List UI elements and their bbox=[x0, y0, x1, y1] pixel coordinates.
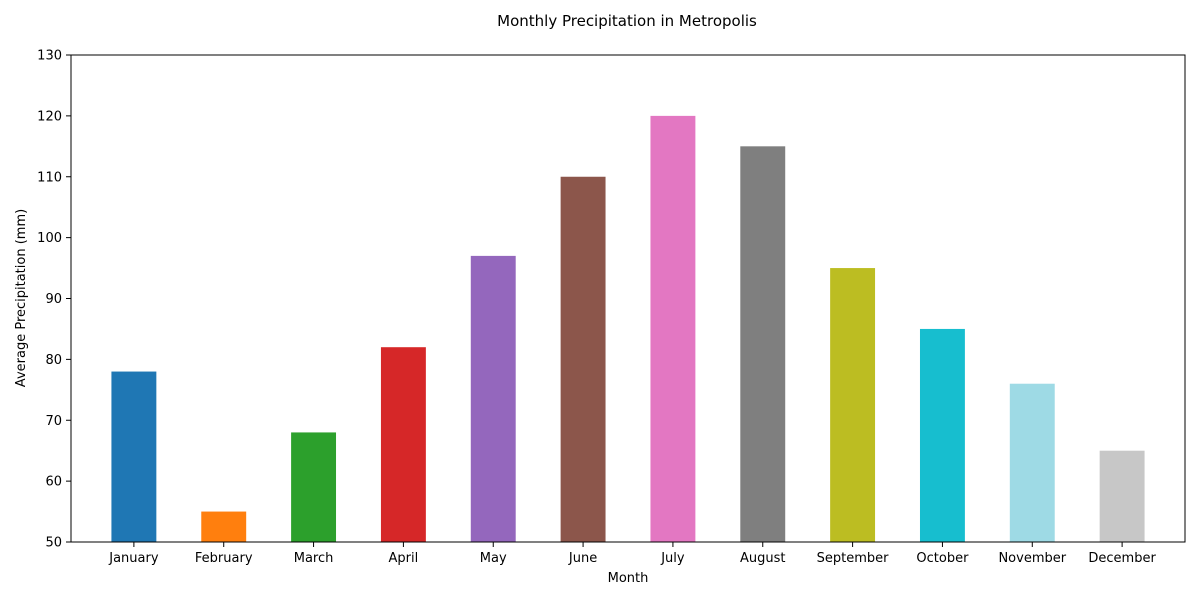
bar-september bbox=[830, 268, 876, 542]
y-tick-label: 90 bbox=[45, 292, 62, 307]
x-axis-title: Month bbox=[608, 571, 649, 586]
bars bbox=[111, 115, 1145, 542]
x-tick-label: August bbox=[740, 551, 786, 566]
y-tick-label: 80 bbox=[45, 353, 62, 368]
x-tick-label: March bbox=[294, 551, 334, 566]
x-tick-label: July bbox=[660, 551, 685, 566]
y-tick-label: 120 bbox=[37, 109, 62, 124]
x-tick-label: June bbox=[568, 551, 597, 566]
x-tick-label: January bbox=[108, 551, 159, 566]
bar-february bbox=[201, 511, 247, 542]
y-axis-title: Average Precipitation (mm) bbox=[14, 209, 29, 387]
x-tick-label: November bbox=[998, 551, 1066, 566]
bar-january bbox=[111, 371, 157, 542]
chart-title: Monthly Precipitation in Metropolis bbox=[497, 12, 757, 30]
x-tick-label: December bbox=[1088, 551, 1156, 566]
y-tick-label: 110 bbox=[37, 170, 62, 185]
bar-july bbox=[650, 115, 696, 542]
bar-november bbox=[1009, 383, 1055, 542]
y-tick-label: 130 bbox=[37, 49, 62, 64]
x-tick-label: February bbox=[195, 551, 253, 566]
x-axis: January February March April May June July Augu… bbox=[108, 542, 1156, 566]
bar-march bbox=[291, 432, 337, 542]
x-tick-label: April bbox=[389, 551, 419, 566]
x-tick-label: May bbox=[480, 551, 507, 566]
plot-frame bbox=[70, 54, 1186, 543]
bar-april bbox=[380, 347, 426, 542]
bar-may bbox=[470, 255, 516, 542]
bar-june bbox=[560, 176, 606, 542]
y-tick-label: 60 bbox=[45, 475, 62, 490]
x-tick-label: September bbox=[817, 551, 890, 566]
x-tick-label: October bbox=[916, 551, 969, 566]
y-tick-label: 100 bbox=[37, 231, 62, 246]
bar-august bbox=[740, 146, 786, 542]
bar-december bbox=[1099, 450, 1145, 542]
y-tick-label: 70 bbox=[45, 414, 62, 429]
y-tick-label: 50 bbox=[45, 536, 62, 551]
bar-october bbox=[919, 328, 965, 542]
y-axis: 50 60 70 80 90 100 110 120 130 bbox=[37, 49, 71, 551]
